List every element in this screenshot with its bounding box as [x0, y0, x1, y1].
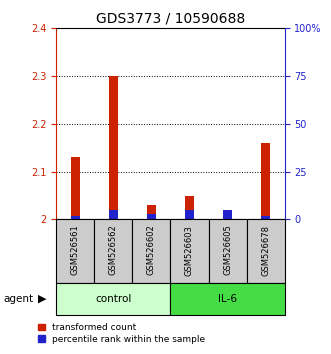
Text: GSM526605: GSM526605	[223, 225, 232, 275]
Text: agent: agent	[3, 294, 33, 304]
Bar	[56, 219, 94, 283]
Title: GDS3773 / 10590688: GDS3773 / 10590688	[96, 12, 245, 26]
Bar	[109, 210, 118, 219]
Bar	[71, 216, 80, 219]
Bar	[185, 210, 194, 219]
Text: GSM526603: GSM526603	[185, 225, 194, 275]
Text: GSM526561: GSM526561	[71, 225, 80, 275]
Bar	[261, 216, 270, 219]
Text: GSM526602: GSM526602	[147, 225, 156, 275]
Bar	[247, 219, 285, 283]
Legend: transformed count, percentile rank within the sample: transformed count, percentile rank withi…	[38, 323, 205, 344]
Text: GSM526678: GSM526678	[261, 224, 270, 275]
Bar	[185, 196, 194, 219]
Bar	[209, 219, 247, 283]
Bar	[147, 214, 156, 219]
Bar	[109, 76, 118, 219]
Bar	[132, 219, 170, 283]
Bar	[56, 283, 170, 315]
Bar	[170, 219, 209, 283]
Bar	[71, 158, 80, 219]
Bar	[223, 210, 232, 219]
Text: ▶: ▶	[38, 294, 47, 304]
Text: IL-6: IL-6	[218, 294, 237, 304]
Bar	[261, 143, 270, 219]
Bar	[147, 205, 156, 219]
Bar	[94, 219, 132, 283]
Bar	[170, 283, 285, 315]
Text: control: control	[95, 294, 131, 304]
Text: GSM526562: GSM526562	[109, 225, 118, 275]
